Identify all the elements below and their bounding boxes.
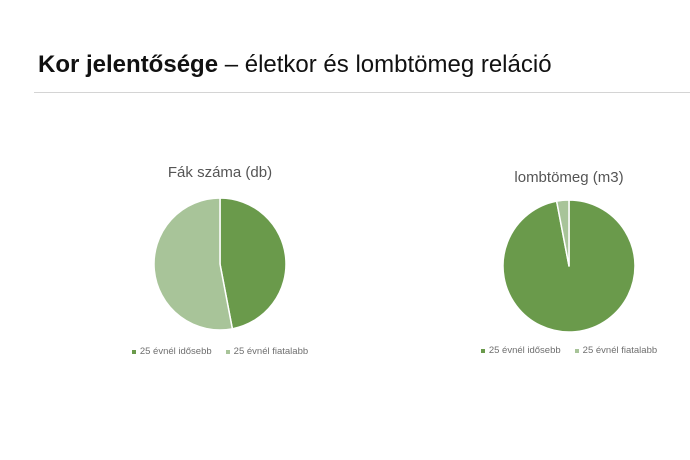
legend-label-older: 25 évnél idősebb <box>139 346 212 357</box>
pie-chart-svg <box>502 199 636 333</box>
chart-legend: 25 évnél idősebb 25 évnél fiatalabb <box>120 346 320 357</box>
legend-item-younger: 25 évnél fiatalabb <box>574 345 658 356</box>
legend-item-older: 25 évnél idősebb <box>480 345 561 356</box>
legend-item-older: 25 évnél idősebb <box>131 346 212 357</box>
pie-chart-svg <box>153 197 287 331</box>
legend-label-older: 25 évnél idősebb <box>488 345 561 356</box>
legend-swatch-younger <box>574 348 579 353</box>
pie-slice-younger <box>153 197 234 331</box>
pie-slice-older <box>219 197 287 330</box>
pie-chart-tree-count: Fák száma (db) 25 évnél idősebb 25 évnél… <box>120 160 320 370</box>
legend-swatch-older <box>131 349 136 354</box>
slide-title-bold: Kor jelentősége <box>38 51 219 78</box>
legend-label-younger: 25 évnél fiatalabb <box>582 345 658 356</box>
chart-legend: 25 évnél idősebb 25 évnél fiatalabb <box>469 345 669 356</box>
pie-slice-younger <box>555 199 570 267</box>
slide-title-rest: – életkor és lombtömeg reláció <box>218 51 552 78</box>
slide-title: Kor jelentősége – életkor és lombtömeg r… <box>38 50 552 80</box>
legend-swatch-younger <box>225 349 230 354</box>
legend-swatch-older <box>480 348 485 353</box>
legend-label-younger: 25 évnél fiatalabb <box>233 346 309 357</box>
chart-title: lombtömeg (m3) <box>514 169 624 186</box>
chart-title: Fák száma (db) <box>167 164 273 181</box>
title-divider <box>34 92 690 93</box>
pie-chart-foliage-mass: lombtömeg (m3) 25 évnél idősebb 25 évnél… <box>469 164 669 374</box>
legend-item-younger: 25 évnél fiatalabb <box>225 346 309 357</box>
